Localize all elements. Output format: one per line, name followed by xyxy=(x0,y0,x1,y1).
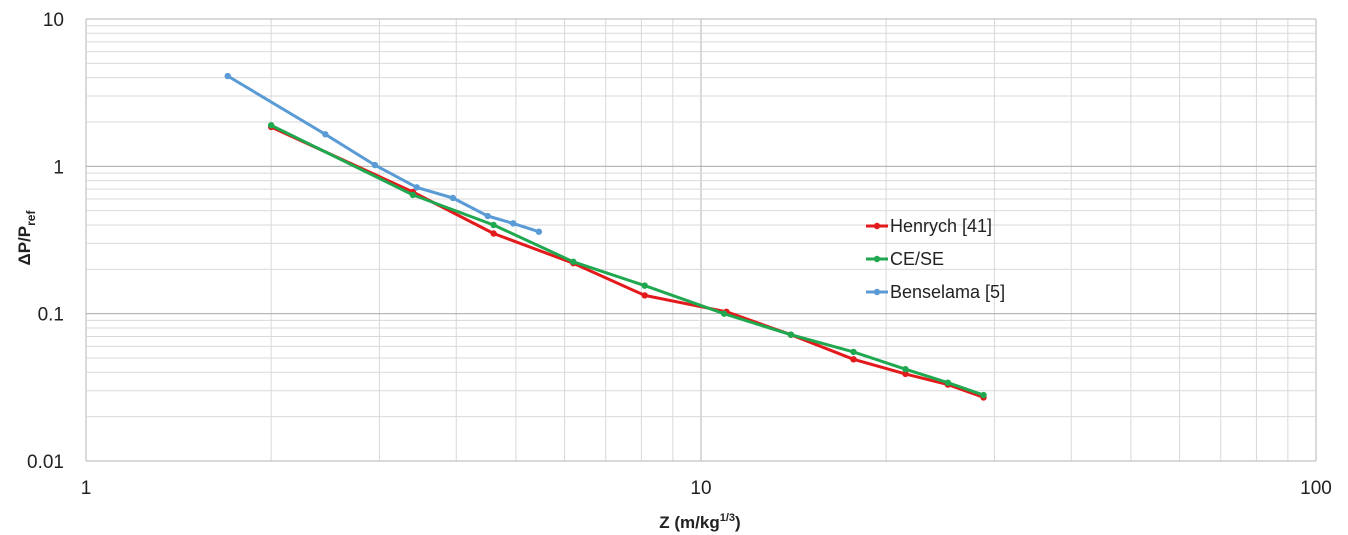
x-tick-label: 10 xyxy=(690,478,711,499)
data-point xyxy=(641,282,648,289)
data-point xyxy=(850,348,857,356)
legend-item: Benselama [5] xyxy=(866,282,1005,302)
data-point xyxy=(944,379,952,386)
data-point xyxy=(224,72,231,80)
data-point xyxy=(413,184,420,191)
data-point xyxy=(409,191,417,199)
tick-layer: 1 10 100 0.01 0.1 1 10 xyxy=(27,10,1332,499)
data-point xyxy=(509,220,517,227)
legend-label: Benselama [5] xyxy=(890,282,1005,302)
data-point xyxy=(902,370,909,378)
y-tick-label: 1 xyxy=(53,157,64,178)
series-3 xyxy=(224,72,543,235)
data-point xyxy=(490,230,497,237)
x-tick-label: 1 xyxy=(81,478,92,499)
data-point xyxy=(980,391,987,399)
y-tick-label: 0.01 xyxy=(27,452,64,473)
series-2 xyxy=(267,122,987,399)
series-line xyxy=(226,74,541,234)
data-point xyxy=(902,365,909,373)
x-axis-title: Z (m/kg1/3) xyxy=(659,512,740,532)
legend-item: Henrych [41] xyxy=(866,216,992,236)
data-point xyxy=(484,212,491,220)
x-tick-label: 100 xyxy=(1300,478,1332,499)
legend-marker xyxy=(873,222,881,230)
legend-label: CE/SE xyxy=(890,249,944,269)
y-axis-title: ΔP/Pref xyxy=(15,210,38,266)
data-point xyxy=(490,221,497,229)
legend-marker xyxy=(873,255,881,263)
grid xyxy=(85,18,1317,462)
y-tick-label: 0.1 xyxy=(38,305,64,326)
data-point xyxy=(850,356,857,363)
y-tick-label: 10 xyxy=(43,10,64,31)
data-point xyxy=(371,161,379,169)
data-point xyxy=(535,228,543,235)
legend-label: Henrych [41] xyxy=(890,216,992,236)
data-point xyxy=(267,122,275,129)
series-layer xyxy=(224,72,987,401)
data-point xyxy=(787,331,795,338)
data-point xyxy=(322,131,329,138)
data-point xyxy=(720,310,728,317)
legend-item: CE/SE xyxy=(866,249,944,269)
data-point xyxy=(641,292,648,299)
data-point xyxy=(570,258,577,265)
legend: Henrych [41] CE/SE Benselama [5] xyxy=(866,216,1005,302)
legend-marker xyxy=(873,288,881,296)
data-point xyxy=(449,194,457,202)
